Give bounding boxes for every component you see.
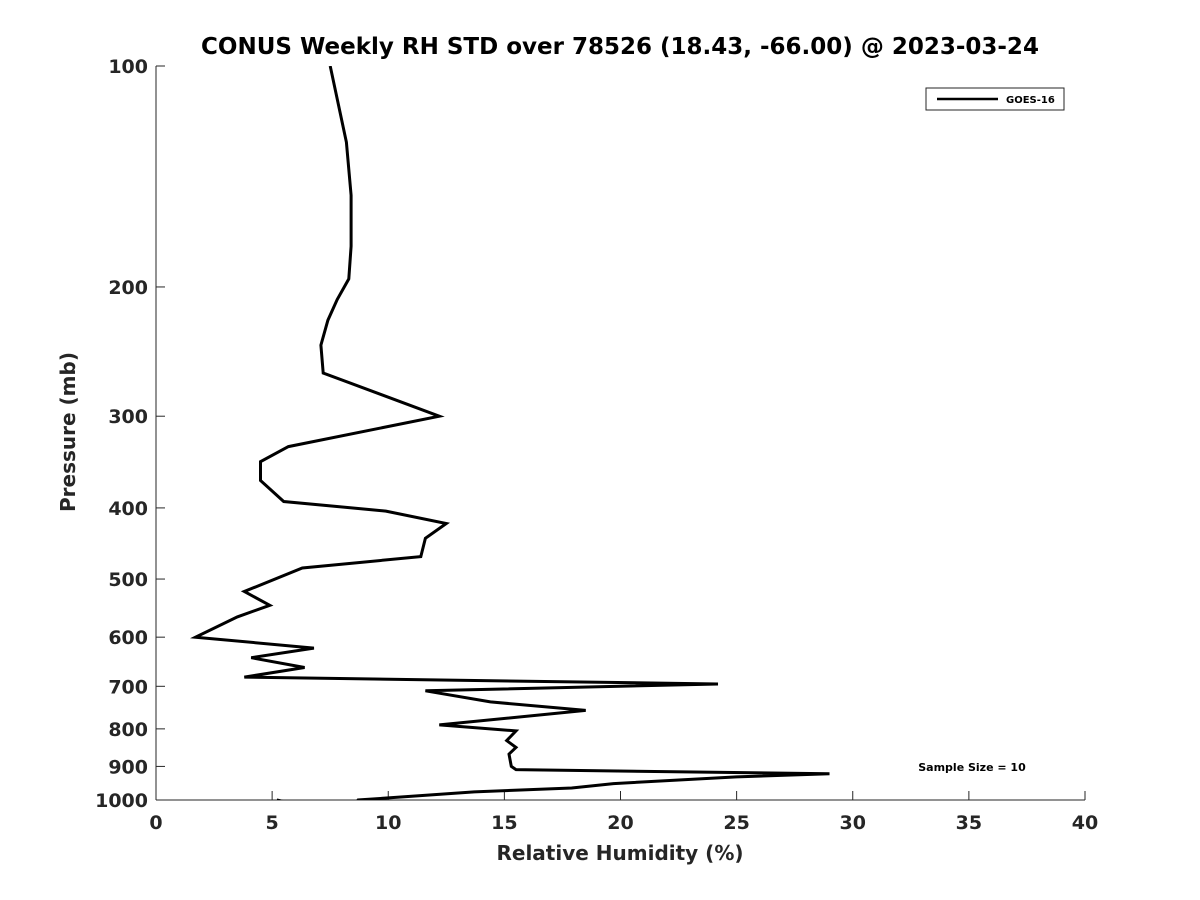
y-tick-label: 1000 [95,790,148,812]
y-tick-label: 500 [108,569,148,591]
y-tick-label: 300 [108,406,148,428]
legend-label-goes-16: GOES-16 [1006,95,1055,106]
chart-title: CONUS Weekly RH STD over 78526 (18.43, -… [201,34,1039,60]
y-tick-label: 900 [108,756,148,778]
y-tick-label: 700 [108,676,148,698]
x-tick-label: 20 [607,812,633,834]
legend: GOES-16 [925,87,1065,111]
series-line-goes-16 [190,66,830,800]
y-tick-label: 800 [108,719,148,741]
axes: 0 5 10 15 20 25 30 35 40 100 200 300 400 500 600 700 800… [95,56,1098,834]
y-tick-label: 100 [108,56,148,78]
x-axis-label: Relative Humidity (%) [496,841,743,865]
y-tick-label: 400 [108,498,148,520]
x-tick-label: 15 [491,812,517,834]
x-tick-label: 35 [956,812,982,834]
x-tick-label: 10 [375,812,401,834]
x-tick-label: 30 [840,812,866,834]
y-tick-label: 600 [108,627,148,649]
x-tick-label: 5 [266,812,279,834]
x-tick-label: 0 [149,812,162,834]
y-tick-label: 200 [108,277,148,299]
x-tick-label: 25 [723,812,749,834]
series-group [190,66,830,800]
y-axis-label: Pressure (mb) [56,352,80,512]
sample-size-annotation: Sample Size = 10 [918,761,1026,774]
x-tick-label: 40 [1072,812,1098,834]
